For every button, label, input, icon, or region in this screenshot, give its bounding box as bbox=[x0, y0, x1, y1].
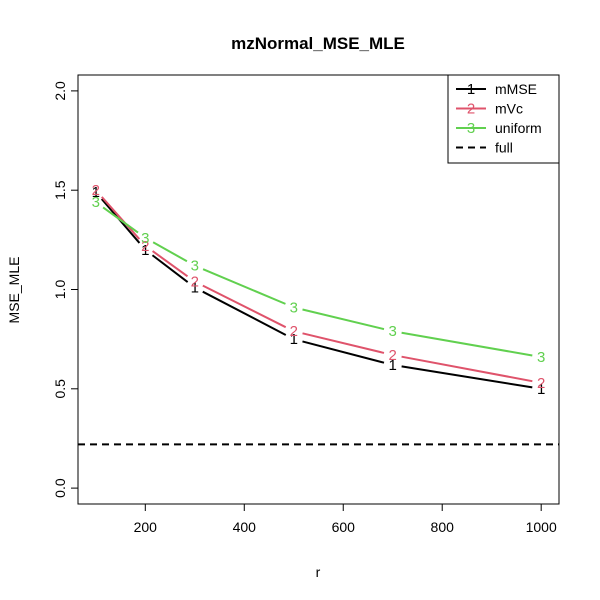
legend-label: mVc bbox=[495, 101, 523, 117]
y-tick-label: 0.0 bbox=[52, 478, 68, 498]
series-mVc: 2 2 2 2 2 2 bbox=[92, 182, 546, 392]
y-axis-label: MSE_MLE bbox=[6, 257, 22, 324]
data-point-uniform: 3 bbox=[537, 349, 545, 366]
y-tick-label: 1.5 bbox=[52, 180, 68, 200]
legend-label: mMSE bbox=[495, 81, 537, 97]
legend-item-uniform: 3 uniform bbox=[456, 120, 542, 137]
series-segment bbox=[302, 340, 385, 364]
x-tick-label: 600 bbox=[332, 519, 356, 535]
y-tick-label: 1.0 bbox=[52, 280, 68, 300]
series-segment bbox=[151, 254, 189, 283]
data-point-uniform: 3 bbox=[389, 323, 397, 340]
data-point-mMSE: 1 bbox=[537, 381, 545, 398]
data-point-mMSE: 1 bbox=[389, 357, 397, 374]
legend-item-mMSE: 1 mMSE bbox=[456, 81, 537, 98]
y-tick-label: 0.5 bbox=[52, 379, 68, 399]
series-mMSE: 1 1 1 1 1 1 bbox=[92, 184, 546, 398]
legend-label: full bbox=[495, 140, 513, 156]
series-segment bbox=[401, 331, 533, 357]
legend-symbol: 3 bbox=[467, 120, 475, 137]
series-segment bbox=[202, 284, 287, 329]
x-axis: 200 400 600 800 1000 bbox=[134, 503, 557, 535]
data-point-mVc: 2 bbox=[92, 182, 100, 199]
legend-symbol: 2 bbox=[467, 101, 475, 118]
series-segment bbox=[202, 290, 287, 336]
data-point-mMSE: 1 bbox=[191, 280, 199, 297]
legend-symbol: 1 bbox=[467, 81, 475, 98]
data-point-uniform: 3 bbox=[191, 258, 199, 275]
data-point-mMSE: 1 bbox=[141, 242, 149, 259]
data-point-mVc: 2 bbox=[141, 238, 149, 255]
series-segment bbox=[401, 365, 533, 389]
series-segment bbox=[202, 268, 286, 305]
data-point-mVc: 2 bbox=[537, 375, 545, 392]
data-point-mVc: 2 bbox=[290, 323, 298, 340]
data-point-uniform: 3 bbox=[92, 194, 100, 211]
data-point-mMSE: 1 bbox=[290, 331, 298, 348]
data-point-uniform: 3 bbox=[290, 299, 298, 316]
series-segment bbox=[102, 206, 139, 234]
x-axis-label: r bbox=[316, 564, 321, 580]
data-point-mVc: 2 bbox=[191, 274, 199, 291]
x-tick-label: 1000 bbox=[526, 519, 557, 535]
series-segment bbox=[101, 196, 141, 240]
series-segment bbox=[302, 332, 385, 354]
data-point-mVc: 2 bbox=[389, 347, 397, 364]
series-segment bbox=[302, 308, 385, 331]
chart-title: mzNormal_MSE_MLE bbox=[231, 34, 405, 53]
legend: 1 mMSE 2 mVc 3 uniform full bbox=[447, 74, 560, 164]
series-segment bbox=[152, 241, 188, 263]
y-tick-label: 2.0 bbox=[52, 81, 68, 101]
data-point-uniform: 3 bbox=[141, 230, 149, 247]
series-uniform: 3 3 3 3 3 3 bbox=[92, 194, 546, 366]
x-tick-label: 800 bbox=[431, 519, 455, 535]
x-tick-label: 200 bbox=[134, 519, 158, 535]
y-axis: 0.0 0.5 1.0 1.5 2.0 bbox=[52, 81, 79, 498]
series-segment bbox=[152, 250, 189, 278]
legend-label: uniform bbox=[495, 120, 542, 136]
legend-item-mVc: 2 mVc bbox=[456, 101, 523, 118]
x-tick-label: 400 bbox=[233, 519, 257, 535]
data-point-mMSE: 1 bbox=[92, 184, 100, 201]
legend-item-full: full bbox=[456, 140, 513, 156]
series-segment bbox=[401, 355, 533, 383]
